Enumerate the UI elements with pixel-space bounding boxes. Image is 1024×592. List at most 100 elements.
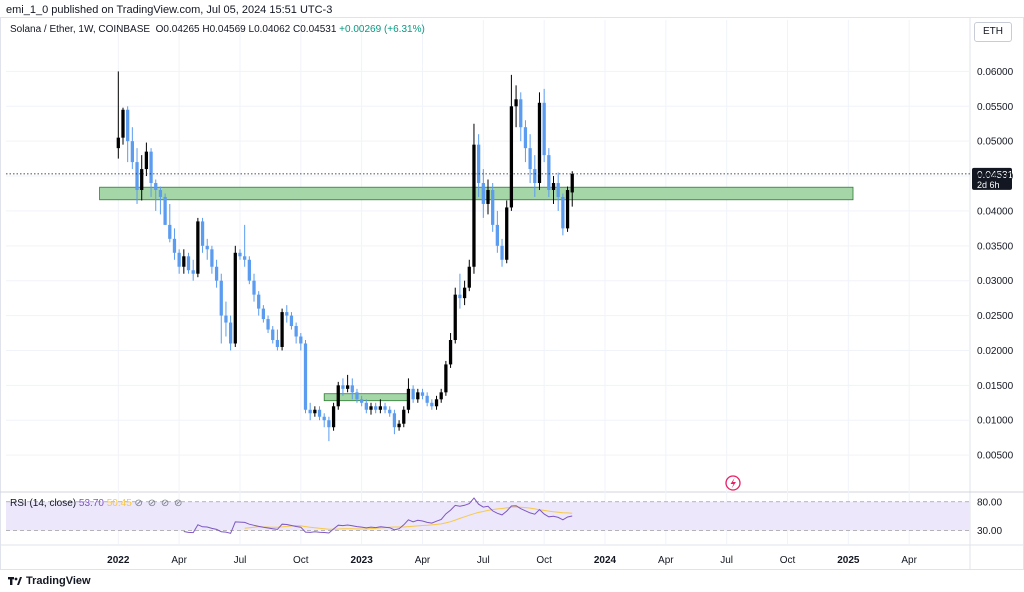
candle bbox=[317, 406, 322, 421]
candle bbox=[289, 312, 294, 330]
candle-body bbox=[551, 183, 556, 190]
candle-body bbox=[561, 196, 565, 229]
x-tick-label: Oct bbox=[293, 555, 309, 566]
candle bbox=[397, 420, 401, 431]
candle-body bbox=[299, 336, 303, 344]
candle-body bbox=[556, 183, 560, 197]
candle-body bbox=[149, 151, 153, 184]
rsi-legend: RSI (14, close) 53.70 50.45 ⊘ ⊘ ⊘ ⊘ bbox=[10, 498, 183, 509]
candle bbox=[126, 106, 130, 163]
candle bbox=[369, 402, 373, 415]
candle-body bbox=[481, 183, 485, 204]
candle-body bbox=[378, 406, 383, 410]
candle-body bbox=[514, 99, 518, 107]
candle-body bbox=[350, 385, 354, 393]
candle-body bbox=[425, 395, 429, 403]
candle bbox=[144, 142, 149, 177]
candle-body bbox=[135, 162, 139, 190]
candle-body bbox=[172, 238, 177, 253]
y-tick-label: 0.02500 bbox=[977, 311, 1014, 322]
candle-body bbox=[130, 141, 134, 163]
candle bbox=[388, 406, 392, 417]
candle bbox=[135, 148, 139, 204]
legend-open: O0.04265 bbox=[155, 24, 200, 35]
candle bbox=[327, 416, 331, 442]
currency-button[interactable]: ETH bbox=[974, 22, 1012, 42]
candle-body bbox=[369, 406, 373, 410]
candle bbox=[556, 172, 560, 211]
candle-body bbox=[233, 252, 237, 344]
y-tick-label: 0.03500 bbox=[977, 241, 1014, 252]
rsi-lower-label: 30.00 bbox=[977, 526, 1002, 537]
candle-body bbox=[364, 402, 368, 410]
candle-body bbox=[214, 266, 219, 281]
candle-body bbox=[275, 340, 280, 347]
y-tick-label: 0.01500 bbox=[977, 381, 1014, 392]
candle bbox=[228, 315, 233, 351]
legend-close: C0.04531 bbox=[293, 24, 337, 35]
candle bbox=[149, 148, 153, 197]
candle-body bbox=[200, 221, 205, 246]
y-tick-label: 0.06000 bbox=[977, 67, 1014, 78]
candle-body bbox=[327, 420, 331, 428]
candle bbox=[280, 308, 284, 351]
candle bbox=[252, 273, 256, 302]
candle-body bbox=[238, 252, 242, 257]
candle bbox=[247, 256, 251, 285]
candle bbox=[266, 315, 270, 334]
candle bbox=[261, 305, 266, 323]
candle bbox=[224, 301, 228, 337]
candle-body bbox=[444, 364, 448, 393]
candle-body bbox=[158, 190, 163, 197]
candle-body bbox=[210, 249, 214, 267]
candle bbox=[402, 406, 406, 428]
candle-body bbox=[462, 287, 467, 299]
candle bbox=[271, 326, 275, 344]
y-tick-label: 0.01000 bbox=[977, 416, 1014, 427]
candle bbox=[200, 217, 205, 253]
legend-high: H0.04569 bbox=[202, 24, 246, 35]
candle bbox=[528, 134, 532, 184]
candle bbox=[233, 245, 237, 347]
candle bbox=[505, 200, 509, 264]
rsi-pane bbox=[6, 497, 970, 534]
candle-body bbox=[313, 409, 317, 414]
candle-body bbox=[228, 322, 233, 344]
candle-body bbox=[430, 402, 434, 407]
x-tick-label: Oct bbox=[536, 555, 552, 566]
candle bbox=[547, 148, 551, 197]
candle bbox=[177, 249, 181, 274]
rsi-settings-icons[interactable]: ⊘ ⊘ ⊘ ⊘ bbox=[134, 498, 184, 509]
footer-brand[interactable]: TradingView bbox=[8, 575, 91, 587]
candle bbox=[472, 123, 476, 274]
candle bbox=[477, 134, 481, 197]
candle bbox=[214, 259, 219, 288]
candle bbox=[519, 92, 523, 142]
candle bbox=[186, 252, 191, 274]
candle-body bbox=[252, 280, 256, 295]
candle bbox=[383, 402, 387, 414]
lightning-bolt bbox=[730, 478, 736, 489]
candle-body bbox=[383, 406, 387, 410]
x-tick-label: 2022 bbox=[107, 555, 130, 566]
legend-symbol: Solana / Ether, 1W, COINBASE bbox=[10, 24, 151, 35]
x-tick-label: Apr bbox=[415, 555, 431, 566]
rsi-line bbox=[183, 497, 573, 534]
candle bbox=[140, 155, 144, 201]
candle bbox=[509, 74, 514, 211]
candle-body bbox=[472, 144, 476, 267]
candle-body bbox=[570, 173, 574, 193]
candle-body bbox=[317, 409, 322, 417]
grid bbox=[0, 17, 1024, 570]
chart-legend: Solana / Ether, 1W, COINBASE O0.04265 H0… bbox=[10, 24, 425, 35]
candle-body bbox=[126, 109, 130, 142]
candle-body bbox=[257, 294, 261, 309]
candle bbox=[378, 399, 383, 414]
candle bbox=[130, 127, 134, 170]
candle-body bbox=[397, 423, 401, 428]
candle bbox=[486, 179, 490, 215]
candle-body bbox=[439, 392, 443, 400]
candle bbox=[154, 179, 158, 211]
candle-body bbox=[261, 308, 266, 320]
